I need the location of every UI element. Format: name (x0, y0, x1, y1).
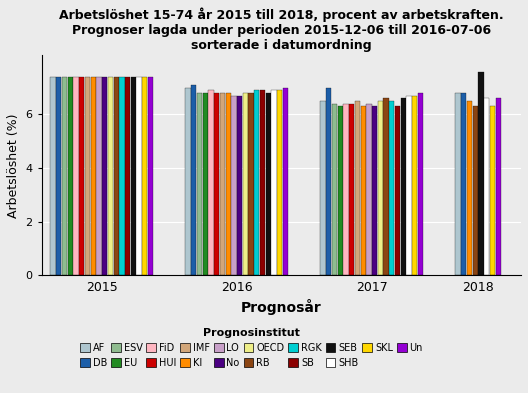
Bar (85, 77, 90, 275)
Bar (237, 95, 242, 275)
Bar (455, 93, 460, 275)
Bar (260, 90, 265, 275)
Bar (326, 88, 332, 275)
Bar (191, 85, 196, 275)
Legend: AF, DB, ESV, EU, FiD, HUI, IMF, KI, LO, No, OECD, RB, RGK, SB, SEB, SHB, SKL, Un: AF, DB, ESV, EU, FiD, HUI, IMF, KI, LO, … (80, 328, 423, 368)
Bar (231, 95, 237, 275)
Bar (389, 101, 394, 275)
Bar (372, 107, 378, 275)
Bar (249, 93, 254, 275)
Bar (401, 98, 406, 275)
Bar (266, 93, 271, 275)
Bar (461, 93, 466, 275)
Bar (203, 93, 208, 275)
Bar (467, 101, 472, 275)
Bar (355, 101, 360, 275)
Bar (337, 107, 343, 275)
Bar (197, 93, 202, 275)
Bar (73, 77, 79, 275)
Bar (119, 77, 125, 275)
Bar (214, 93, 219, 275)
Bar (91, 77, 96, 275)
Bar (254, 90, 259, 275)
Bar (131, 77, 136, 275)
Bar (114, 77, 119, 275)
Bar (102, 77, 107, 275)
Bar (277, 90, 282, 275)
Bar (142, 77, 147, 275)
Bar (320, 101, 326, 275)
Bar (473, 107, 478, 275)
Bar (349, 104, 354, 275)
Bar (136, 77, 142, 275)
Bar (361, 107, 366, 275)
Bar (56, 77, 61, 275)
Bar (79, 77, 84, 275)
Bar (220, 93, 225, 275)
Bar (412, 95, 417, 275)
Title: Arbetslöshet 15-74 år 2015 till 2018, procent av arbetskraften.
Prognoser lagda : Arbetslöshet 15-74 år 2015 till 2018, pr… (59, 7, 504, 51)
Bar (108, 77, 113, 275)
Bar (148, 77, 153, 275)
Bar (185, 88, 191, 275)
Bar (271, 90, 277, 275)
Bar (490, 107, 495, 275)
Bar (395, 107, 400, 275)
Bar (243, 93, 248, 275)
Bar (96, 77, 101, 275)
Bar (51, 77, 56, 275)
Bar (209, 90, 214, 275)
Bar (407, 95, 412, 275)
Bar (283, 88, 288, 275)
Bar (62, 77, 67, 275)
Bar (125, 77, 130, 275)
X-axis label: Prognosår: Prognosår (241, 299, 322, 315)
Bar (484, 98, 489, 275)
Y-axis label: Arbetslöshet (%): Arbetslöshet (%) (7, 113, 20, 218)
Bar (68, 77, 73, 275)
Bar (225, 93, 231, 275)
Bar (366, 104, 372, 275)
Bar (378, 101, 383, 275)
Bar (478, 72, 484, 275)
Bar (343, 104, 348, 275)
Bar (332, 104, 337, 275)
Bar (383, 98, 389, 275)
Bar (495, 98, 501, 275)
Bar (418, 93, 423, 275)
